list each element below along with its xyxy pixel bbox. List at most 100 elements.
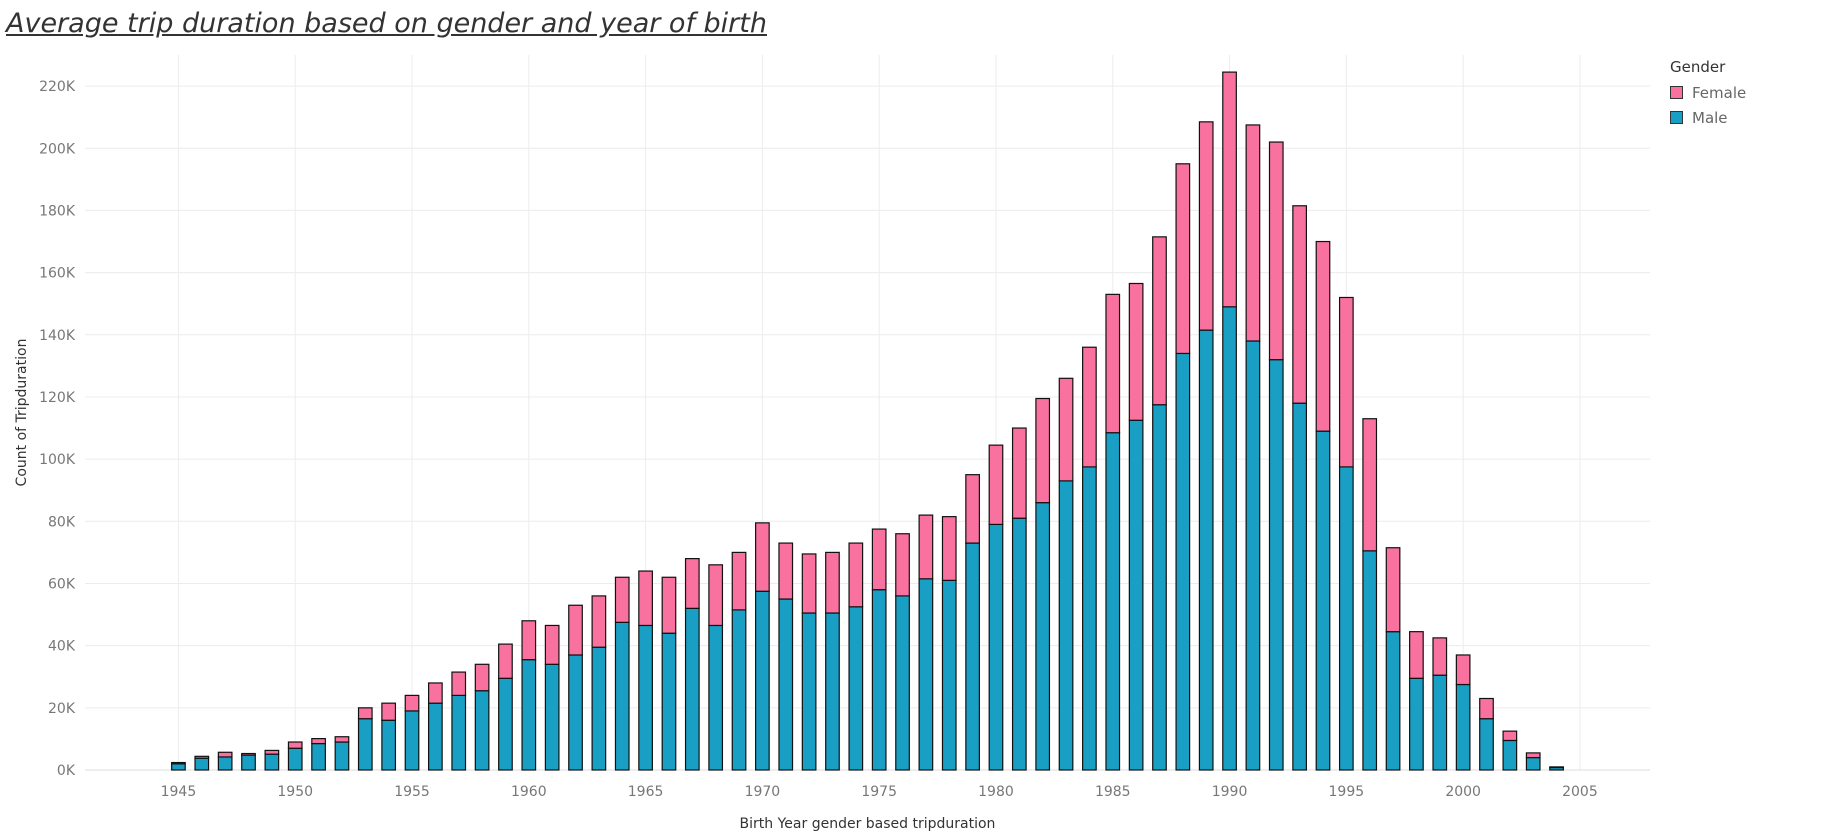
x-tick-label: 1950 xyxy=(277,784,313,800)
bar-female-1989 xyxy=(1198,121,1214,331)
bar-female-1977 xyxy=(918,514,934,580)
bar-female-1978 xyxy=(941,516,957,581)
bar-female-1946 xyxy=(194,755,210,759)
bar-male-1966 xyxy=(661,632,677,771)
x-tick-label: 1975 xyxy=(861,784,897,800)
bar-female-1966 xyxy=(661,576,677,634)
bar-male-1968 xyxy=(708,624,724,771)
bar-female-1950 xyxy=(287,741,303,749)
bar-female-1980 xyxy=(988,444,1004,526)
bar-female-1979 xyxy=(965,474,980,544)
bar-male-1995 xyxy=(1338,466,1354,771)
legend-swatch-male xyxy=(1670,111,1683,124)
bar-female-1986 xyxy=(1128,282,1144,421)
x-tick-label: 1985 xyxy=(1095,784,1131,800)
bar-female-1948 xyxy=(241,752,256,756)
legend-item-female[interactable]: Female xyxy=(1670,80,1746,105)
bar-male-1992 xyxy=(1268,359,1284,771)
bar-male-1993 xyxy=(1292,402,1308,771)
bar-female-1998 xyxy=(1409,631,1424,679)
bar-male-1946 xyxy=(194,757,210,771)
bar-male-1984 xyxy=(1082,466,1097,771)
bar-male-1991 xyxy=(1245,340,1261,771)
x-axis-title: Birth Year gender based tripduration xyxy=(740,816,996,832)
bar-male-1948 xyxy=(241,754,256,771)
bar-female-1999 xyxy=(1432,637,1448,676)
bar-male-1963 xyxy=(591,646,607,771)
y-tick-label: 60K xyxy=(48,576,76,592)
bar-male-1983 xyxy=(1058,480,1074,771)
x-tick-label: 1960 xyxy=(511,784,547,800)
y-tick-label: 40K xyxy=(48,639,76,655)
bar-male-1990 xyxy=(1222,306,1237,771)
bar-female-1963 xyxy=(591,595,607,648)
bar-male-1971 xyxy=(778,598,794,771)
y-axis-title: Count of Tripduration xyxy=(14,339,30,487)
bar-female-1985 xyxy=(1105,293,1121,434)
bar-male-1981 xyxy=(1011,517,1027,771)
bar-female-1947 xyxy=(217,751,233,758)
bar-male-1952 xyxy=(334,741,350,771)
bar-female-1983 xyxy=(1058,377,1074,482)
bar-female-2004 xyxy=(1549,766,1564,769)
bar-male-1953 xyxy=(357,718,373,771)
x-tick-label: 2000 xyxy=(1445,784,1481,800)
bar-male-1985 xyxy=(1105,432,1121,771)
bar-male-1954 xyxy=(381,719,397,771)
x-tick-label: 2005 xyxy=(1562,784,1598,800)
bar-female-1987 xyxy=(1152,236,1167,406)
bar-male-1988 xyxy=(1175,352,1191,771)
bar-female-1991 xyxy=(1245,124,1261,342)
bar-female-1953 xyxy=(357,707,373,720)
bar-male-1975 xyxy=(871,589,887,771)
x-tick-label: 1980 xyxy=(978,784,1014,800)
bar-male-1999 xyxy=(1432,674,1448,771)
bar-male-1962 xyxy=(568,654,583,771)
bar-female-1965 xyxy=(638,570,653,627)
legend-title: Gender xyxy=(1670,58,1726,76)
x-tick-label: 1955 xyxy=(394,784,430,800)
bar-male-1976 xyxy=(895,595,910,771)
bar-male-1980 xyxy=(988,523,1004,771)
bar-female-2000 xyxy=(1455,654,1471,686)
legend-label-male: Male xyxy=(1692,108,1728,127)
bar-male-1969 xyxy=(731,609,747,771)
bar-female-1971 xyxy=(778,542,794,600)
bar-female-1968 xyxy=(708,564,724,627)
legend-item-male[interactable]: Male xyxy=(1670,105,1746,130)
bar-male-1972 xyxy=(801,612,817,771)
bar-male-2002 xyxy=(1502,739,1518,771)
legend-label-female: Female xyxy=(1692,83,1747,102)
bar-female-1982 xyxy=(1035,397,1051,504)
bar-male-1945 xyxy=(171,763,186,771)
bar-male-1949 xyxy=(264,753,280,771)
bar-male-1959 xyxy=(498,677,513,771)
bar-female-1990 xyxy=(1222,71,1237,308)
bar-male-1974 xyxy=(848,606,864,771)
bar-female-1956 xyxy=(427,682,443,704)
bar-female-1962 xyxy=(568,604,583,656)
bar-female-1994 xyxy=(1315,240,1331,432)
bar-male-1955 xyxy=(404,710,420,771)
bar-female-2002 xyxy=(1502,730,1518,742)
bar-male-1996 xyxy=(1362,550,1378,771)
bar-female-1995 xyxy=(1338,296,1354,468)
bar-female-1996 xyxy=(1362,418,1378,552)
x-tick-label: 1990 xyxy=(1212,784,1248,800)
bar-male-1970 xyxy=(755,590,770,771)
y-tick-label: 100K xyxy=(39,452,76,468)
bar-female-1967 xyxy=(684,558,700,609)
bar-male-1989 xyxy=(1198,329,1214,771)
bar-female-1945 xyxy=(171,761,186,765)
y-tick-label: 0K xyxy=(57,763,76,779)
bar-male-1957 xyxy=(451,694,467,771)
chart-title: Average trip duration based on gender an… xyxy=(6,8,767,39)
bar-female-1972 xyxy=(801,553,817,614)
bar-female-1970 xyxy=(755,522,770,592)
bar-male-1965 xyxy=(638,624,653,771)
bar-male-1960 xyxy=(521,659,537,771)
bar-female-1984 xyxy=(1082,346,1097,468)
bar-male-1947 xyxy=(217,756,233,771)
bar-male-1986 xyxy=(1128,419,1144,771)
y-tick-label: 120K xyxy=(39,390,76,406)
